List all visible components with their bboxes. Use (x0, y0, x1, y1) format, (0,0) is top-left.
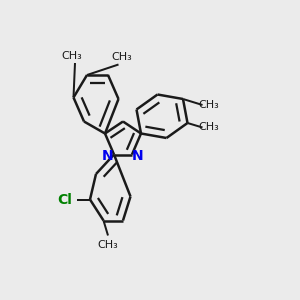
Text: Cl: Cl (57, 193, 72, 206)
Text: CH₃: CH₃ (111, 52, 132, 62)
Text: CH₃: CH₃ (198, 122, 219, 133)
Text: CH₃: CH₃ (61, 50, 82, 61)
Text: CH₃: CH₃ (198, 100, 219, 110)
Text: N: N (132, 149, 143, 163)
Text: N: N (102, 149, 113, 163)
Text: CH₃: CH₃ (98, 239, 118, 250)
